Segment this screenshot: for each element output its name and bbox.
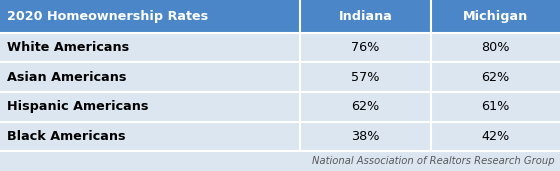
Text: 2020 Homeownership Rates: 2020 Homeownership Rates	[7, 10, 208, 23]
Text: White Americans: White Americans	[7, 41, 129, 54]
Text: 57%: 57%	[351, 71, 380, 84]
Text: 76%: 76%	[351, 41, 380, 54]
Text: Black Americans: Black Americans	[7, 130, 126, 143]
Text: 62%: 62%	[482, 71, 510, 84]
Bar	[0, 62, 560, 92]
Bar	[0, 33, 560, 62]
Text: 80%: 80%	[482, 41, 510, 54]
Text: Indiana: Indiana	[338, 10, 393, 23]
Text: 61%: 61%	[482, 100, 510, 113]
Text: Asian Americans: Asian Americans	[7, 71, 127, 84]
Bar	[0, 0, 560, 33]
Text: Hispanic Americans: Hispanic Americans	[7, 100, 148, 113]
Text: 38%: 38%	[351, 130, 380, 143]
Bar	[0, 92, 560, 122]
Text: 42%: 42%	[482, 130, 510, 143]
Text: 62%: 62%	[351, 100, 380, 113]
Text: Michigan: Michigan	[463, 10, 528, 23]
Bar	[0, 122, 560, 151]
Bar	[0, 151, 560, 171]
Text: National Association of Realtors Research Group: National Association of Realtors Researc…	[312, 156, 554, 166]
